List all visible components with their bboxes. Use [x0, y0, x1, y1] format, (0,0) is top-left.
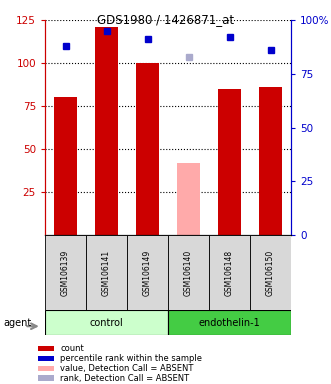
- Bar: [218, 89, 241, 235]
- Bar: [54, 98, 77, 235]
- Text: value, Detection Call = ABSENT: value, Detection Call = ABSENT: [60, 364, 193, 373]
- Text: rank, Detection Call = ABSENT: rank, Detection Call = ABSENT: [60, 374, 189, 382]
- Bar: [177, 163, 200, 235]
- Bar: [45, 310, 168, 335]
- Bar: [38, 346, 54, 351]
- Bar: [168, 235, 209, 310]
- Text: GDS1980 / 1426871_at: GDS1980 / 1426871_at: [97, 13, 234, 26]
- Bar: [136, 63, 159, 235]
- Bar: [38, 356, 54, 361]
- Bar: [95, 27, 118, 235]
- Text: GSM106140: GSM106140: [184, 249, 193, 296]
- Text: GSM106148: GSM106148: [225, 250, 234, 296]
- Bar: [45, 235, 86, 310]
- Bar: [250, 235, 291, 310]
- Text: GSM106139: GSM106139: [61, 249, 70, 296]
- Text: GSM106150: GSM106150: [266, 249, 275, 296]
- Text: count: count: [60, 344, 84, 353]
- Bar: [38, 366, 54, 371]
- Text: GSM106141: GSM106141: [102, 250, 111, 296]
- Bar: [209, 235, 250, 310]
- Bar: [38, 375, 54, 381]
- Bar: [259, 87, 282, 235]
- Text: percentile rank within the sample: percentile rank within the sample: [60, 354, 202, 363]
- Text: agent: agent: [3, 318, 31, 328]
- Text: control: control: [90, 318, 123, 328]
- Bar: [168, 310, 291, 335]
- Bar: [127, 235, 168, 310]
- Bar: [86, 235, 127, 310]
- Text: GSM106149: GSM106149: [143, 249, 152, 296]
- Text: endothelin-1: endothelin-1: [199, 318, 260, 328]
